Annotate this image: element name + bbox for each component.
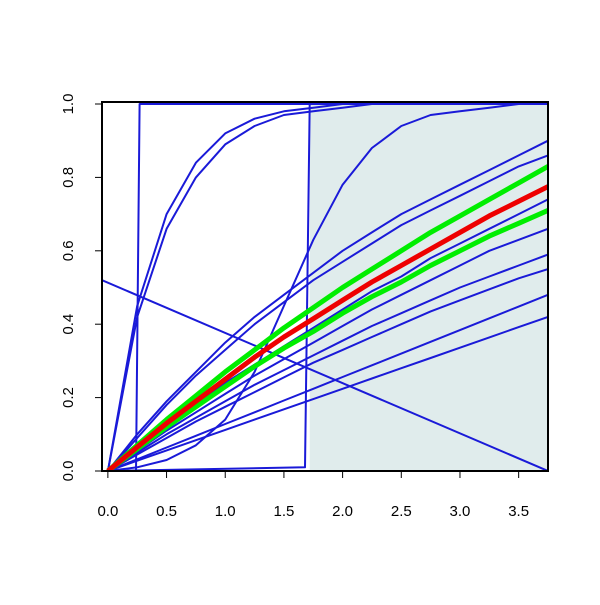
y-tick-label: 1.0 xyxy=(60,94,77,115)
y-tick-label: 0.2 xyxy=(60,387,77,408)
x-tick-label: 0.5 xyxy=(156,503,177,520)
x-tick-label: 1.0 xyxy=(215,503,236,520)
series-line xyxy=(107,293,548,471)
plot-frame xyxy=(101,101,549,472)
x-tick-label: 3.0 xyxy=(450,503,471,520)
series-line xyxy=(107,315,548,471)
series-line xyxy=(102,279,548,471)
x-tick-label: 2.5 xyxy=(391,503,412,520)
y-tick-label: 0.0 xyxy=(60,461,77,482)
x-tick-label: 1.5 xyxy=(273,503,294,520)
series-line xyxy=(106,184,548,471)
y-tick-label: 0.4 xyxy=(60,314,77,335)
series-line xyxy=(107,253,548,471)
series-line xyxy=(106,164,548,471)
x-tick-label: 0.0 xyxy=(97,503,118,520)
series-line xyxy=(107,154,548,471)
x-tick-label: 2.0 xyxy=(332,503,353,520)
series-line xyxy=(107,103,548,471)
series-line xyxy=(107,227,548,471)
series-line xyxy=(107,103,548,471)
shaded-region xyxy=(309,104,548,471)
series-line xyxy=(107,268,548,471)
plot-area xyxy=(102,103,548,471)
series-line xyxy=(106,208,548,471)
series-line xyxy=(107,139,548,471)
y-tick-label: 0.6 xyxy=(60,240,77,261)
x-tick-label: 3.5 xyxy=(508,503,529,520)
y-tick-label: 0.8 xyxy=(60,167,77,188)
